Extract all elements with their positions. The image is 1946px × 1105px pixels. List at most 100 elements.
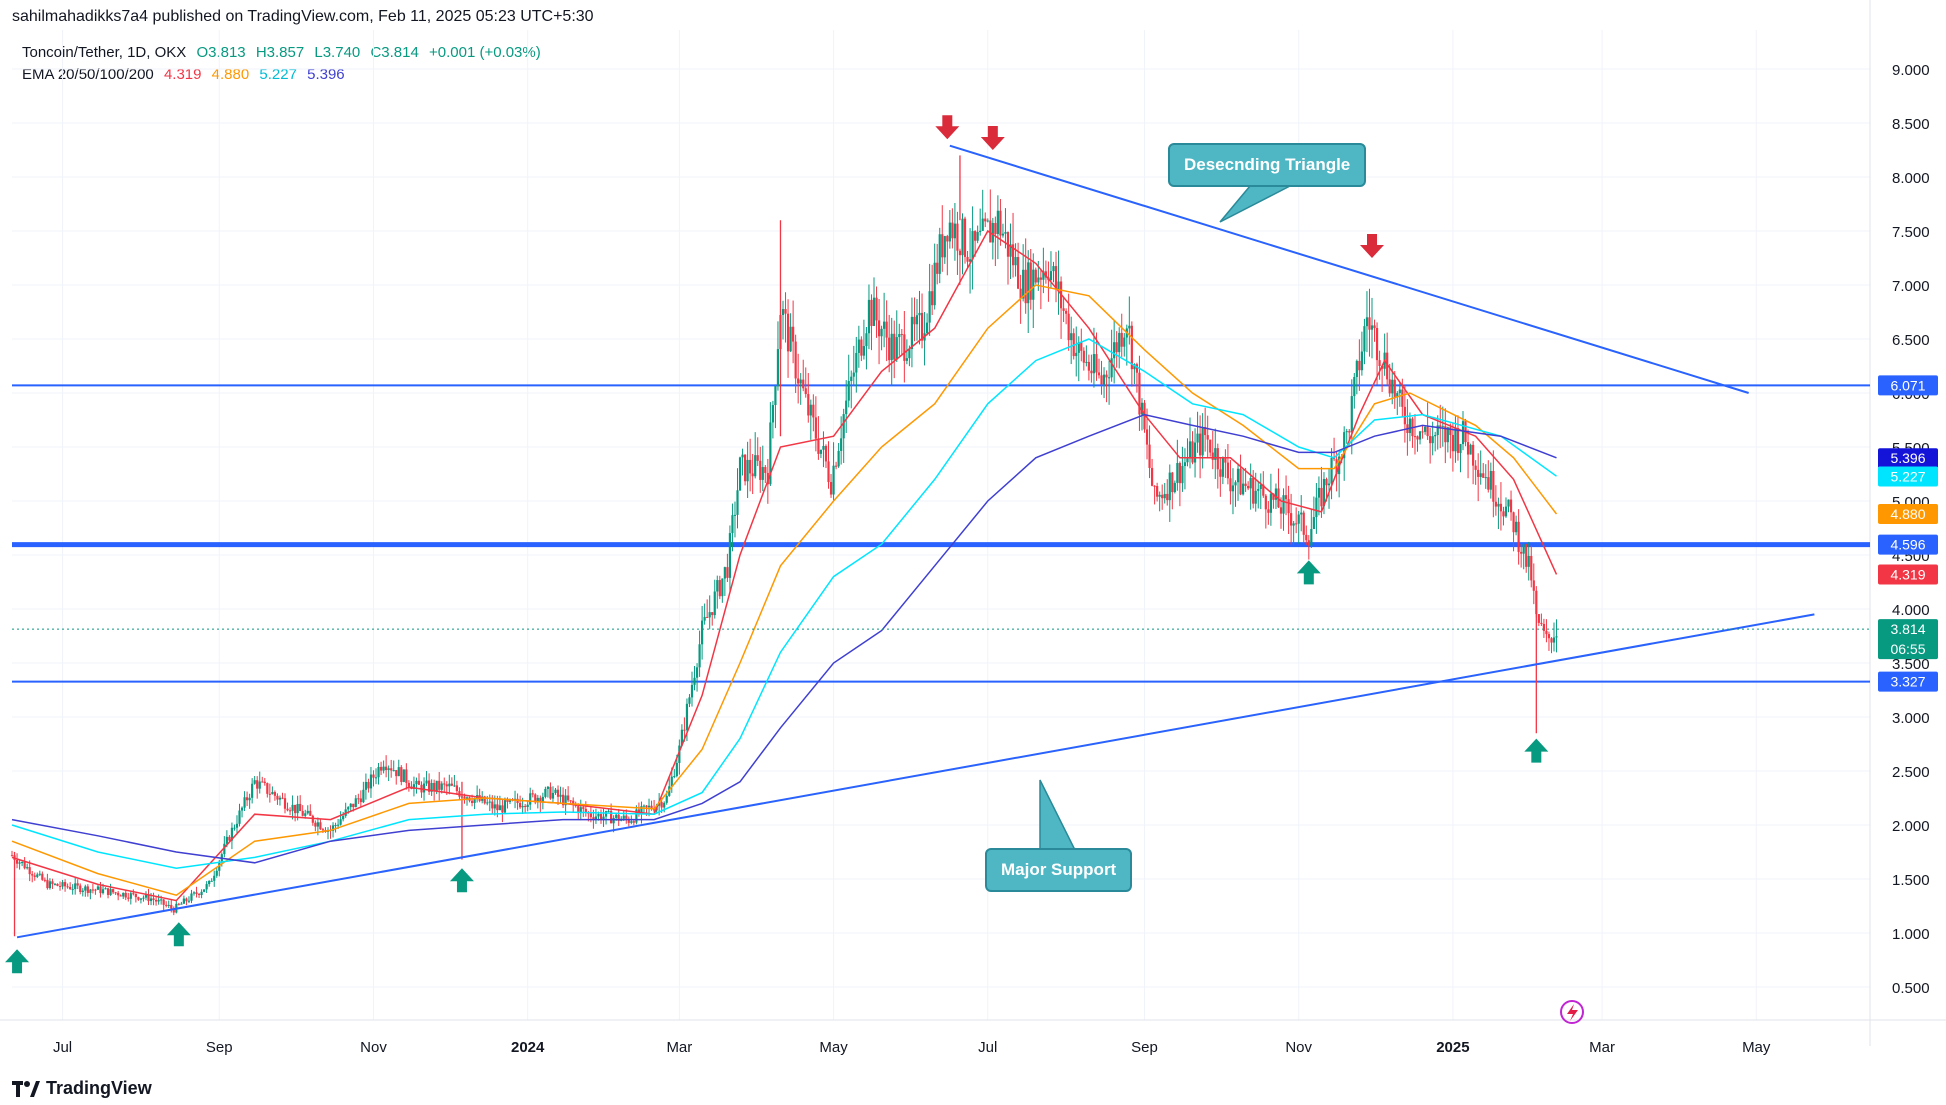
candle-body xyxy=(66,886,69,888)
candle-body xyxy=(754,455,757,477)
candle-body xyxy=(233,827,236,829)
lightning-icon[interactable] xyxy=(1560,1000,1584,1024)
candle-body xyxy=(36,874,39,877)
candle-body xyxy=(243,797,246,808)
candle-body xyxy=(506,800,509,802)
candle-body xyxy=(1085,361,1088,363)
candle-body xyxy=(1024,269,1027,304)
y-tick-label: 1.500 xyxy=(1892,872,1930,889)
candle-body xyxy=(1193,442,1197,463)
candle-body xyxy=(225,836,228,844)
candle-body xyxy=(1201,426,1204,456)
candle-body xyxy=(127,897,130,899)
candle-body xyxy=(430,782,433,792)
candle-body xyxy=(584,808,587,813)
candle-body xyxy=(627,818,630,823)
candle-body xyxy=(579,807,582,814)
price-label: 4.319 xyxy=(1890,567,1925,583)
candle-body xyxy=(1133,364,1136,370)
candle-body xyxy=(1229,478,1232,492)
candle-body xyxy=(711,612,714,616)
candle-body xyxy=(1115,342,1118,353)
candle-body xyxy=(382,766,385,771)
x-tick-label: May xyxy=(1742,1039,1771,1056)
candle-body xyxy=(989,220,992,243)
candle-body xyxy=(359,798,362,803)
candle-body xyxy=(197,893,201,895)
candle-body xyxy=(572,800,575,805)
ema-label[interactable]: EMA 20/50/100/200 xyxy=(22,66,154,83)
candle-body xyxy=(392,770,395,772)
candle-body xyxy=(670,776,673,787)
support-arrow-up-icon xyxy=(166,922,191,947)
candle-body xyxy=(979,230,982,233)
candle-body xyxy=(809,404,812,416)
candle-body xyxy=(1057,281,1060,290)
candle-body xyxy=(124,892,127,898)
candle-body xyxy=(501,805,504,813)
candle-body xyxy=(425,780,428,784)
candle-body xyxy=(971,231,974,260)
candle-body xyxy=(89,889,92,893)
candle-body xyxy=(1545,630,1548,635)
candle-body xyxy=(144,894,148,898)
candle-body xyxy=(996,210,999,234)
candle-body xyxy=(1196,433,1199,443)
candle-body xyxy=(367,781,370,789)
candle-body xyxy=(364,781,368,790)
candle-body xyxy=(349,803,352,808)
candle-body xyxy=(235,823,239,828)
candle-body xyxy=(1396,393,1399,397)
candle-body xyxy=(546,786,550,789)
candle-body xyxy=(536,797,539,803)
candle-body xyxy=(154,899,158,902)
major-support-callout[interactable]: Major Support xyxy=(985,848,1133,892)
candle-body xyxy=(134,893,137,898)
candle-body xyxy=(1049,271,1053,281)
candle-body xyxy=(1542,623,1546,631)
x-tick-label: Sep xyxy=(1131,1039,1158,1056)
candle-body xyxy=(1547,634,1551,639)
candle-body xyxy=(1102,374,1106,385)
candle-body xyxy=(122,892,125,897)
candle-body xyxy=(58,885,62,887)
candle-body xyxy=(1274,488,1278,500)
price-label-box xyxy=(1878,619,1938,660)
candle-body xyxy=(1027,262,1030,304)
candle-body xyxy=(440,783,443,790)
candle-body xyxy=(1065,310,1068,314)
candle-body xyxy=(453,785,456,787)
candle-body xyxy=(1150,467,1154,486)
candle-body xyxy=(1423,426,1427,432)
candle-body xyxy=(142,897,145,899)
candle-body xyxy=(342,815,345,820)
candle-body xyxy=(695,667,699,678)
candle-body xyxy=(1140,402,1144,415)
candle-body xyxy=(888,337,891,361)
candle-body xyxy=(918,312,921,316)
candle-body xyxy=(1413,436,1417,438)
candle-body xyxy=(1504,506,1508,517)
candle-body xyxy=(1315,497,1318,518)
candle-body xyxy=(847,381,850,401)
candle-body xyxy=(192,892,196,894)
candle-body xyxy=(582,807,585,809)
price-label: 4.596 xyxy=(1890,537,1925,553)
candle-body xyxy=(1494,501,1497,507)
candle-body xyxy=(1520,551,1523,554)
candle-body xyxy=(46,879,49,889)
candle-body xyxy=(1120,332,1123,347)
candle-body xyxy=(701,620,704,645)
change-value: +0.001 (+0.03%) xyxy=(428,44,541,61)
ema20-value: 4.319 xyxy=(163,66,202,83)
candle-body xyxy=(829,482,833,495)
descending-triangle-callout[interactable]: Desecnding Triangle xyxy=(1168,143,1367,187)
candle-body xyxy=(726,567,729,578)
tradingview-footer[interactable]: TradingView xyxy=(12,1078,152,1099)
candle-body xyxy=(769,422,772,485)
candle-body xyxy=(493,804,496,809)
candle-body xyxy=(463,796,466,799)
candle-body xyxy=(1262,484,1265,496)
symbol-name[interactable]: Toncoin/Tether, 1D, OKX xyxy=(22,44,187,61)
